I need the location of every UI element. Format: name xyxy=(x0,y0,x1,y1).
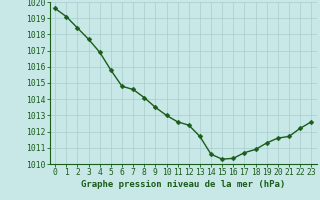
X-axis label: Graphe pression niveau de la mer (hPa): Graphe pression niveau de la mer (hPa) xyxy=(81,180,285,189)
